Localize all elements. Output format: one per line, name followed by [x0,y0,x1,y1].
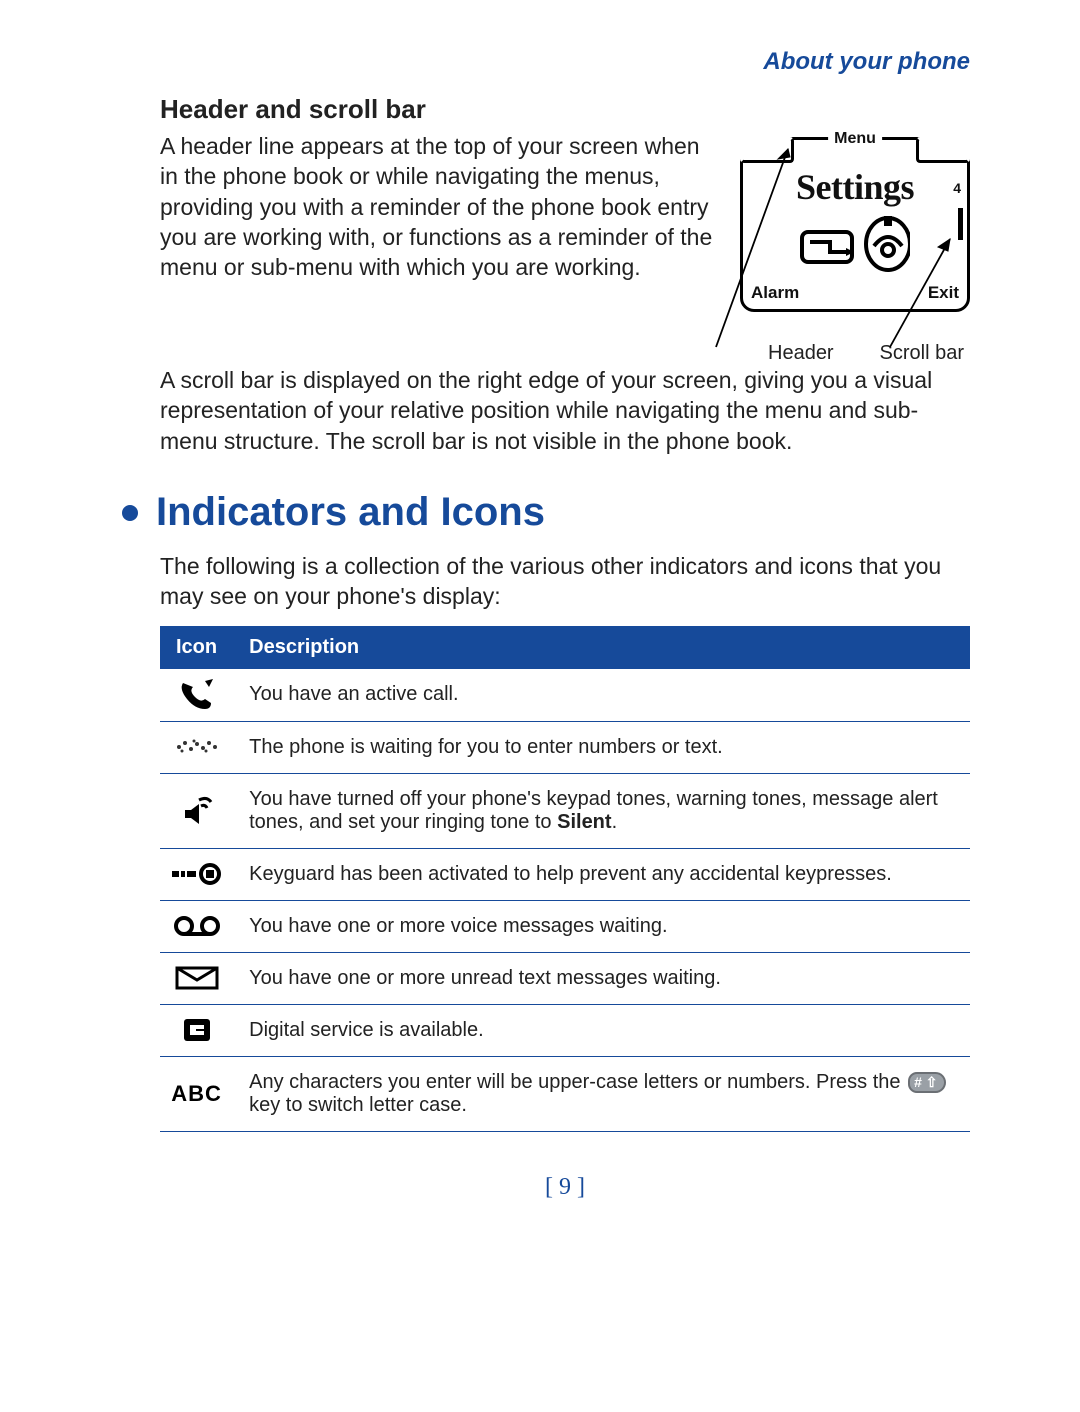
table-row: Keyguard has been activated to help prev… [160,848,970,900]
table-row: The phone is waiting for you to enter nu… [160,721,970,773]
col-description: Description [233,626,970,669]
table-row: Digital service is available. [160,1004,970,1056]
section-link: About your phone [160,48,970,76]
paragraph-2: A scroll bar is displayed on the right e… [160,365,970,456]
bold-word: Silent [557,811,611,833]
description-cell: You have an active call. [233,669,970,722]
bullet-icon [122,505,138,521]
main-heading: Indicators and Icons [122,490,970,535]
hash-key-icon: # ⇧ [908,1072,945,1093]
description-cell: Any characters you enter will be upper-c… [233,1056,970,1131]
page-number: [ 9 ] [160,1174,970,1201]
description-cell: You have one or more unread text message… [233,952,970,1004]
description-cell: Keyguard has been activated to help prev… [233,848,970,900]
table-row: You have an active call. [160,669,970,722]
table-row: You have one or more unread text message… [160,952,970,1004]
subheading: Header and scroll bar [160,94,970,125]
description-cell: You have one or more voice messages wait… [233,900,970,952]
description-cell: Digital service is available. [233,1004,970,1056]
keyguard-icon [160,848,233,900]
message-icon [160,952,233,1004]
abc-icon: ABC [160,1056,233,1131]
digital-icon [160,1004,233,1056]
indicators-table: Icon Description You have an active call… [160,626,970,1132]
phone-screen-figure: Menu Settings 4 [740,137,970,365]
table-row: ABCAny characters you enter will be uppe… [160,1056,970,1131]
waiting-icon [160,721,233,773]
description-cell: You have turned off your phone's keypad … [233,773,970,848]
heading-text: Indicators and Icons [156,490,545,535]
silent-icon [160,773,233,848]
description-cell: The phone is waiting for you to enter nu… [233,721,970,773]
intro-paragraph: The following is a collection of the var… [160,551,970,612]
col-icon: Icon [160,626,233,669]
table-row: You have one or more voice messages wait… [160,900,970,952]
table-row: You have turned off your phone's keypad … [160,773,970,848]
paragraph-1: A header line appears at the top of your… [160,131,720,283]
voicemail-icon [160,900,233,952]
call-icon [160,669,233,722]
